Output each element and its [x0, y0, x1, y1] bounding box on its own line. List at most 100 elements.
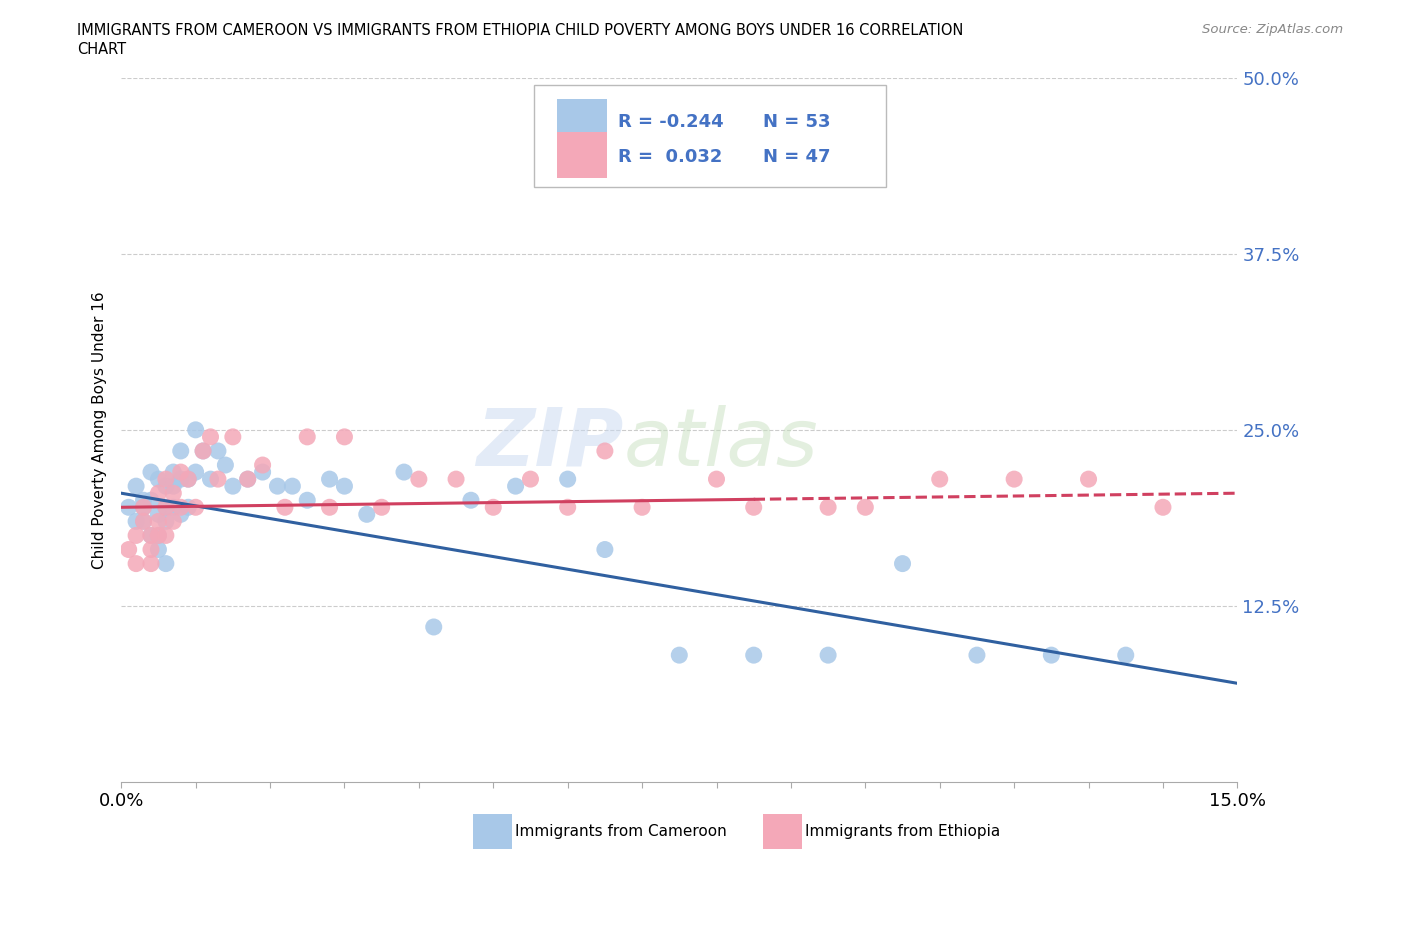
- Point: [148, 472, 170, 486]
- Point: [200, 430, 222, 445]
- Point: [891, 556, 914, 571]
- Point: [139, 528, 162, 543]
- Point: [1152, 499, 1174, 514]
- Text: Immigrants from Ethiopia: Immigrants from Ethiopia: [806, 824, 1001, 839]
- Point: [482, 499, 505, 514]
- Point: [853, 499, 876, 514]
- Text: N = 47: N = 47: [763, 148, 831, 166]
- Point: [742, 647, 765, 662]
- Text: R = -0.244: R = -0.244: [617, 113, 724, 131]
- Point: [148, 542, 170, 557]
- Point: [557, 472, 579, 486]
- Point: [297, 493, 319, 508]
- Point: [125, 514, 148, 529]
- Point: [505, 479, 527, 494]
- FancyBboxPatch shape: [557, 132, 607, 178]
- Point: [236, 472, 259, 486]
- Point: [170, 465, 193, 480]
- Text: Source: ZipAtlas.com: Source: ZipAtlas.com: [1202, 23, 1343, 36]
- Point: [170, 444, 193, 458]
- Point: [444, 472, 467, 486]
- Point: [148, 528, 170, 543]
- Point: [422, 619, 444, 634]
- Point: [155, 528, 177, 543]
- Point: [132, 499, 155, 514]
- Point: [460, 493, 482, 508]
- Point: [236, 472, 259, 486]
- Point: [155, 556, 177, 571]
- Point: [742, 499, 765, 514]
- Point: [274, 499, 297, 514]
- Point: [139, 528, 162, 543]
- Point: [593, 542, 616, 557]
- Point: [252, 458, 274, 472]
- Point: [557, 499, 579, 514]
- Point: [148, 485, 170, 500]
- Point: [155, 472, 177, 486]
- Point: [207, 472, 229, 486]
- FancyBboxPatch shape: [557, 99, 607, 145]
- Point: [170, 507, 193, 522]
- FancyBboxPatch shape: [763, 814, 801, 849]
- Point: [139, 465, 162, 480]
- Text: atlas: atlas: [623, 405, 818, 483]
- Point: [200, 472, 222, 486]
- Point: [184, 422, 207, 437]
- Point: [297, 430, 319, 445]
- Point: [318, 499, 340, 514]
- Text: IMMIGRANTS FROM CAMEROON VS IMMIGRANTS FROM ETHIOPIA CHILD POVERTY AMONG BOYS UN: IMMIGRANTS FROM CAMEROON VS IMMIGRANTS F…: [77, 23, 963, 38]
- Point: [928, 472, 950, 486]
- Point: [408, 472, 430, 486]
- Point: [191, 444, 214, 458]
- Point: [118, 499, 141, 514]
- Point: [177, 499, 200, 514]
- Text: CHART: CHART: [77, 42, 127, 57]
- Point: [966, 647, 988, 662]
- Point: [162, 465, 184, 480]
- Point: [177, 472, 200, 486]
- Point: [170, 499, 193, 514]
- Point: [817, 499, 839, 514]
- Point: [266, 479, 288, 494]
- Point: [706, 472, 728, 486]
- Point: [139, 556, 162, 571]
- Point: [132, 514, 155, 529]
- Point: [1040, 647, 1063, 662]
- Point: [184, 465, 207, 480]
- Point: [162, 499, 184, 514]
- Point: [519, 472, 541, 486]
- Point: [155, 499, 177, 514]
- Point: [817, 647, 839, 662]
- Point: [155, 499, 177, 514]
- Point: [281, 479, 304, 494]
- Point: [333, 479, 356, 494]
- Point: [162, 514, 184, 529]
- Point: [1002, 472, 1025, 486]
- Point: [148, 528, 170, 543]
- Point: [593, 444, 616, 458]
- Point: [668, 647, 690, 662]
- Point: [214, 458, 236, 472]
- Point: [252, 465, 274, 480]
- Point: [155, 514, 177, 529]
- Point: [139, 493, 162, 508]
- Point: [132, 514, 155, 529]
- Text: ZIP: ZIP: [477, 405, 623, 483]
- Point: [118, 542, 141, 557]
- Point: [132, 493, 155, 508]
- Point: [162, 485, 184, 500]
- Point: [170, 472, 193, 486]
- Point: [318, 472, 340, 486]
- Point: [132, 499, 155, 514]
- Point: [1115, 647, 1137, 662]
- Point: [148, 507, 170, 522]
- Point: [1077, 472, 1099, 486]
- Point: [139, 542, 162, 557]
- Point: [222, 430, 245, 445]
- Point: [356, 507, 378, 522]
- Point: [125, 528, 148, 543]
- Point: [184, 499, 207, 514]
- Point: [207, 444, 229, 458]
- Point: [392, 465, 415, 480]
- Point: [125, 479, 148, 494]
